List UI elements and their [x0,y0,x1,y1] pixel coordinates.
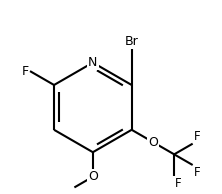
Text: O: O [88,170,98,183]
Text: F: F [194,166,200,179]
Text: F: F [175,177,182,190]
Text: Br: Br [125,35,139,48]
Text: F: F [22,65,29,78]
Text: O: O [148,136,158,149]
Text: F: F [194,130,200,143]
Text: N: N [88,56,97,69]
